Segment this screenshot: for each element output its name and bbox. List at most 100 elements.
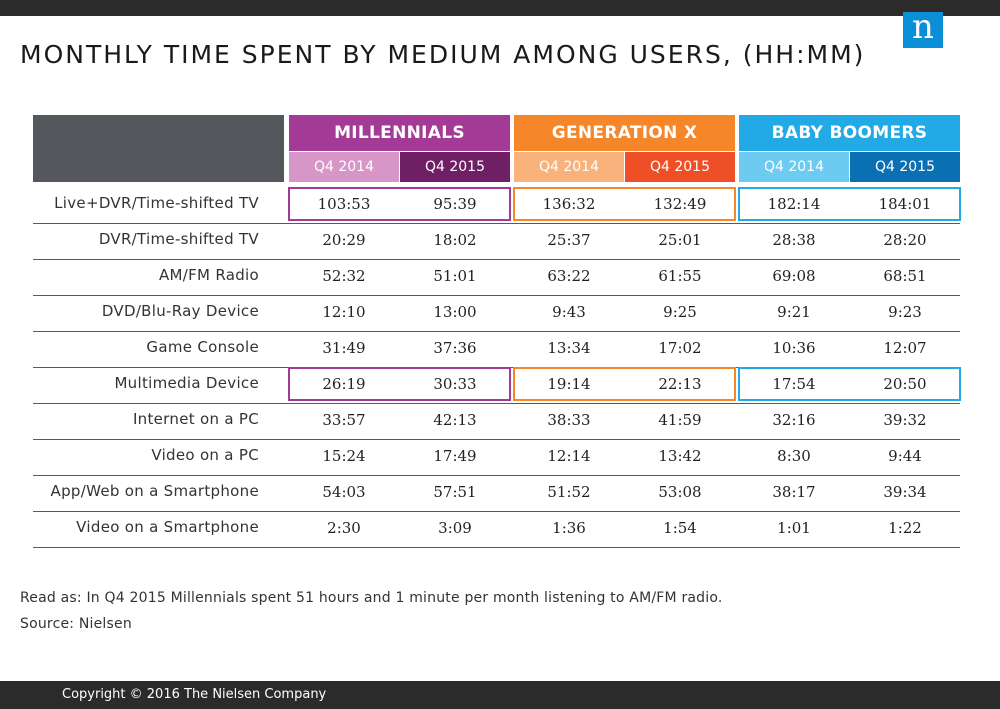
row-divider: [33, 259, 960, 260]
value-cell: 54:03: [322, 483, 366, 501]
value-cell: 2:30: [327, 519, 361, 537]
value-cell: 22:13: [658, 375, 702, 393]
value-cell: 69:08: [772, 267, 816, 285]
value-cell: 32:16: [772, 411, 816, 429]
period-header-generation-x-q4-2014: Q4 2014: [514, 152, 624, 182]
period-header-millennials-q4-2015: Q4 2015: [400, 152, 510, 182]
value-cell: 61:55: [658, 267, 702, 285]
value-cell: 38:33: [547, 411, 591, 429]
value-cell: 9:21: [777, 303, 811, 321]
highlight-box: [513, 187, 736, 221]
value-cell: 20:29: [322, 231, 366, 249]
value-cell: 15:24: [322, 447, 366, 465]
copyright-text: Copyright © 2016 The Nielsen Company: [62, 687, 327, 702]
row-divider: [33, 223, 960, 224]
value-cell: 12:07: [883, 339, 927, 357]
source-note: Source: Nielsen: [20, 616, 132, 632]
value-cell: 95:39: [433, 195, 477, 213]
group-header-millennials: MILLENNIALS: [289, 115, 510, 151]
value-cell: 13:34: [547, 339, 591, 357]
value-cell: 18:02: [433, 231, 477, 249]
header-corner-block: [33, 115, 284, 182]
value-cell: 52:32: [322, 267, 366, 285]
value-cell: 31:49: [322, 339, 366, 357]
value-cell: 1:22: [888, 519, 922, 537]
read-as-note: Read as: In Q4 2015 Millennials spent 51…: [20, 590, 723, 606]
row-divider: [33, 439, 960, 440]
row-divider: [33, 547, 960, 548]
value-cell: 9:43: [552, 303, 586, 321]
value-cell: 13:42: [658, 447, 702, 465]
value-cell: 53:08: [658, 483, 702, 501]
value-cell: 1:01: [777, 519, 811, 537]
period-header-baby-boomers-q4-2014: Q4 2014: [739, 152, 849, 182]
row-divider: [33, 295, 960, 296]
row-label: DVD/Blu-Ray Device: [101, 302, 259, 320]
highlight-box: [738, 187, 961, 221]
value-cell: 25:01: [658, 231, 702, 249]
value-cell: 39:32: [883, 411, 927, 429]
value-cell: 28:20: [883, 231, 927, 249]
row-divider: [33, 475, 960, 476]
highlight-box: [288, 367, 511, 401]
row-label: AM/FM Radio: [158, 266, 259, 284]
row-label: DVR/Time-shifted TV: [98, 230, 259, 248]
value-cell: 1:36: [552, 519, 586, 537]
row-label: Internet on a PC: [132, 410, 259, 428]
value-cell: 68:51: [883, 267, 927, 285]
value-cell: 25:37: [547, 231, 591, 249]
value-cell: 17:02: [658, 339, 702, 357]
value-cell: 132:49: [653, 195, 707, 213]
value-cell: 39:34: [883, 483, 927, 501]
top-bar: [0, 0, 1000, 16]
value-cell: 63:22: [547, 267, 591, 285]
value-cell: 51:01: [433, 267, 477, 285]
nielsen-logo: n: [903, 10, 943, 48]
row-label: Game Console: [146, 338, 259, 356]
value-cell: 1:54: [663, 519, 697, 537]
value-cell: 20:50: [883, 375, 927, 393]
row-divider: [33, 403, 960, 404]
value-cell: 182:14: [767, 195, 821, 213]
value-cell: 136:32: [542, 195, 596, 213]
value-cell: 9:44: [888, 447, 922, 465]
row-label: App/Web on a Smartphone: [50, 482, 259, 500]
period-header-millennials-q4-2014: Q4 2014: [289, 152, 399, 182]
value-cell: 33:57: [322, 411, 366, 429]
value-cell: 10:36: [772, 339, 816, 357]
value-cell: 17:49: [433, 447, 477, 465]
period-header-baby-boomers-q4-2015: Q4 2015: [850, 152, 960, 182]
value-cell: 37:36: [433, 339, 477, 357]
group-header-generation-x: GENERATION X: [514, 115, 735, 151]
value-cell: 3:09: [438, 519, 472, 537]
value-cell: 17:54: [772, 375, 816, 393]
row-label: Video on a Smartphone: [76, 518, 259, 536]
value-cell: 19:14: [547, 375, 591, 393]
value-cell: 41:59: [658, 411, 702, 429]
value-cell: 184:01: [878, 195, 932, 213]
group-header-baby-boomers: BABY BOOMERS: [739, 115, 960, 151]
highlight-box: [513, 367, 736, 401]
value-cell: 38:17: [772, 483, 816, 501]
value-cell: 57:51: [433, 483, 477, 501]
value-cell: 30:33: [433, 375, 477, 393]
footer-bar: [0, 681, 1000, 709]
value-cell: 9:23: [888, 303, 922, 321]
highlight-box: [288, 187, 511, 221]
row-label: Multimedia Device: [114, 374, 259, 392]
value-cell: 12:10: [322, 303, 366, 321]
value-cell: 9:25: [663, 303, 697, 321]
row-divider: [33, 331, 960, 332]
value-cell: 12:14: [547, 447, 591, 465]
row-label: Live+DVR/Time-shifted TV: [54, 194, 259, 212]
value-cell: 42:13: [433, 411, 477, 429]
value-cell: 28:38: [772, 231, 816, 249]
value-cell: 103:53: [317, 195, 371, 213]
value-cell: 13:00: [433, 303, 477, 321]
chart-title: MONTHLY TIME SPENT BY MEDIUM AMONG USERS…: [20, 40, 866, 69]
highlight-box: [738, 367, 961, 401]
period-header-generation-x-q4-2015: Q4 2015: [625, 152, 735, 182]
row-label: Video on a PC: [151, 446, 259, 464]
value-cell: 51:52: [547, 483, 591, 501]
value-cell: 26:19: [322, 375, 366, 393]
